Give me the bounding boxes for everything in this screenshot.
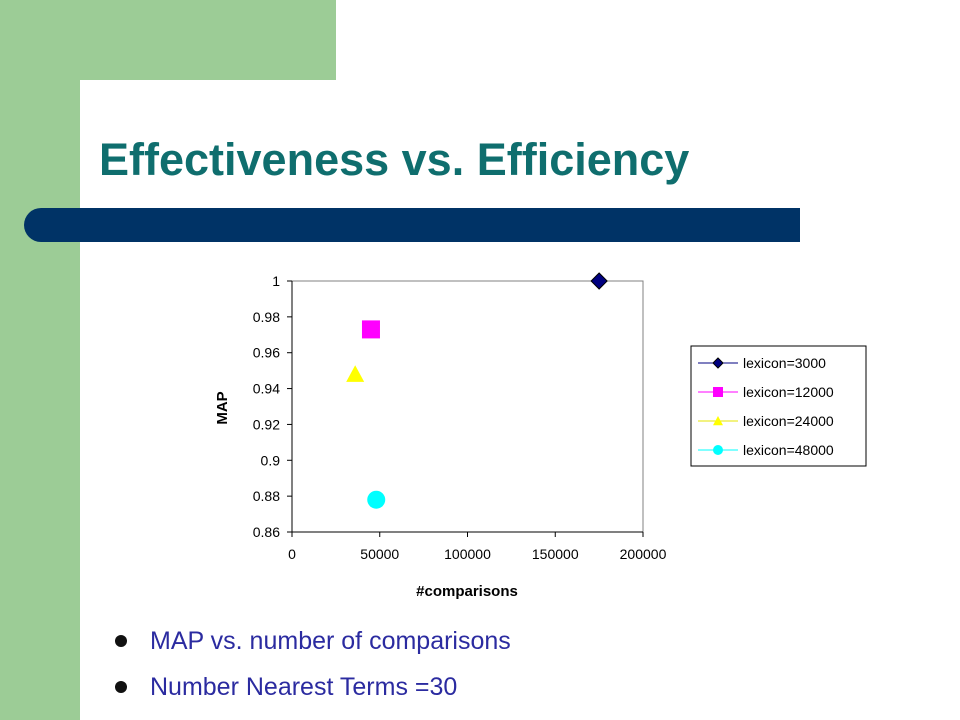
legend-label: lexicon=12000 — [743, 384, 834, 400]
bullet-list: MAP vs. number of comparisons Number Nea… — [112, 618, 511, 710]
x-tick-label: 150000 — [532, 546, 579, 562]
legend-marker — [713, 445, 723, 455]
bullet-item: Number Nearest Terms =30 — [112, 664, 511, 710]
y-tick-label: 1 — [272, 273, 280, 289]
bullet-item: MAP vs. number of comparisons — [112, 618, 511, 664]
data-point — [361, 320, 380, 339]
chart-ticks: 0.86 0.88 0.9 0.92 0.94 0.96 0.98 1 0 50000 100000… — [253, 273, 667, 562]
legend-marker — [713, 387, 723, 397]
slide-title: Effectiveness vs. Efficiency — [99, 134, 690, 185]
legend-marker — [712, 357, 724, 369]
legend-label: lexicon=24000 — [743, 413, 834, 429]
data-point — [346, 365, 365, 382]
data-point — [590, 272, 608, 290]
plot-area — [291, 280, 644, 533]
x-axis-label: #comparisons — [416, 583, 518, 600]
title-underline-bar — [24, 208, 800, 242]
x-tick-label: 100000 — [444, 546, 491, 562]
y-tick-label: 0.92 — [253, 416, 280, 432]
legend-label: lexicon=3000 — [743, 355, 826, 371]
chart-points — [346, 272, 608, 509]
y-tick-label: 0.96 — [253, 345, 280, 361]
chart-legend: lexicon=3000 lexicon=12000 lexicon=24000 le… — [690, 345, 867, 467]
scatter-chart: 0.86 0.88 0.9 0.92 0.94 0.96 0.98 1 0 50000 100000… — [214, 272, 867, 600]
y-tick-label: 0.9 — [261, 452, 281, 468]
legend-label: lexicon=48000 — [743, 442, 834, 458]
bullet-text: Number Nearest Terms =30 — [150, 673, 458, 701]
y-tick-label: 0.88 — [253, 488, 280, 504]
y-axis-label: MAP — [214, 391, 231, 424]
y-tick-label: 0.98 — [253, 309, 280, 325]
bullet-dot-icon — [115, 681, 127, 693]
bullet-dot-icon — [115, 635, 127, 647]
y-tick-label: 0.94 — [253, 381, 280, 397]
x-tick-label: 50000 — [360, 546, 399, 562]
legend-marker — [713, 416, 723, 426]
chart-axes — [291, 280, 644, 533]
y-tick-label: 0.86 — [253, 524, 280, 540]
background-band-left — [0, 0, 80, 720]
x-tick-label: 0 — [288, 546, 296, 562]
x-tick-label: 200000 — [620, 546, 667, 562]
bullet-text: MAP vs. number of comparisons — [150, 627, 511, 655]
data-point — [367, 490, 386, 509]
